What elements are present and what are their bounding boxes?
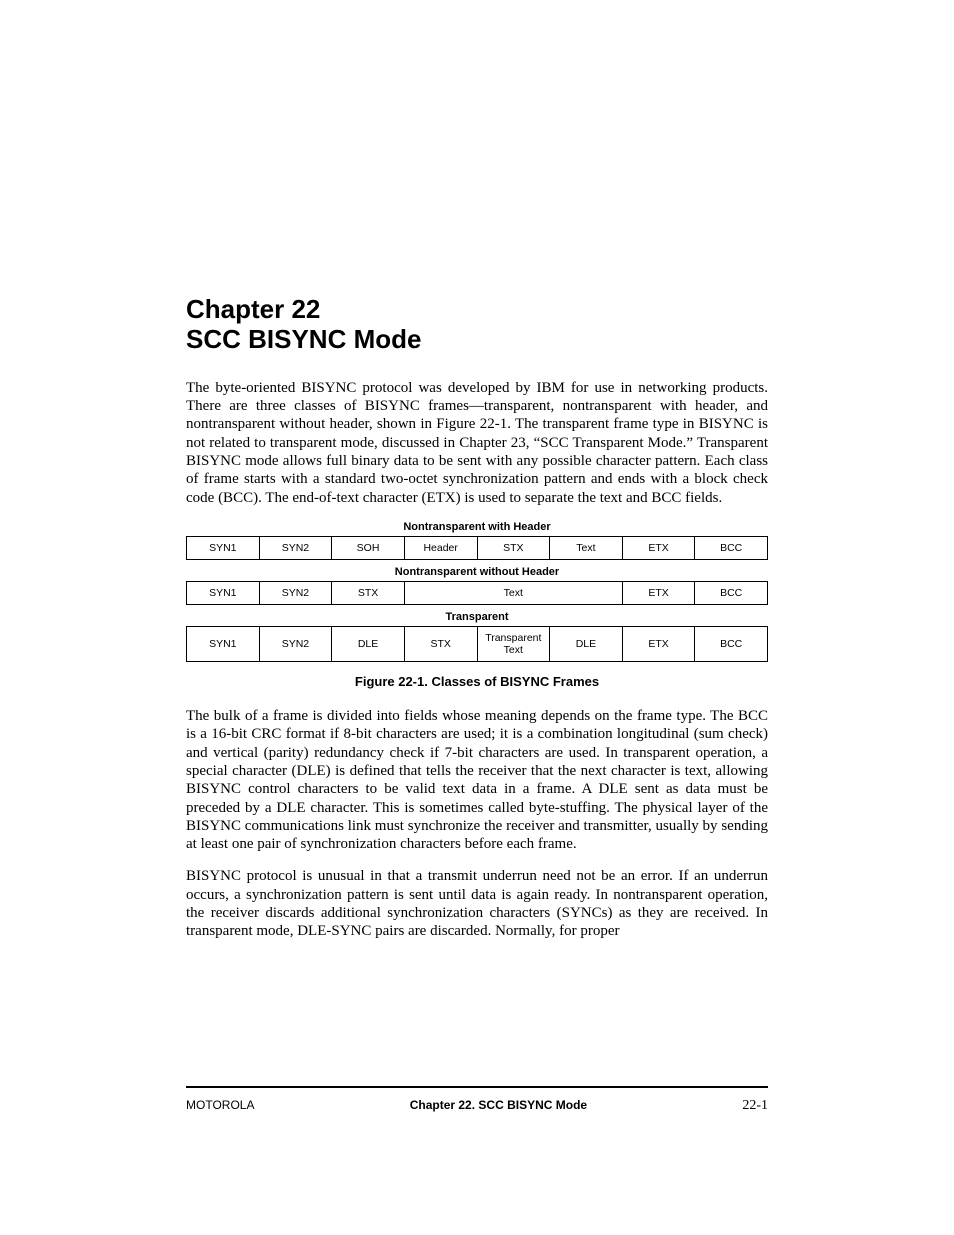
table-cell: Text [550, 536, 623, 559]
chapter-line-2: SCC BISYNC Mode [186, 324, 421, 354]
table-cell: SYN1 [187, 626, 260, 661]
figure-label-transparent: Transparent [186, 611, 768, 623]
frame-table-nontransparent-with-header: SYN1 SYN2 SOH Header STX Text ETX BCC [186, 536, 768, 560]
table-cell: Text [404, 581, 622, 604]
frame-table-transparent: SYN1 SYN2 DLE STX Transparent Text DLE E… [186, 626, 768, 662]
table-cell: SYN2 [259, 581, 332, 604]
figure-label-nontransparent-without-header: Nontransparent without Header [186, 566, 768, 578]
frame-table-nontransparent-without-header: SYN1 SYN2 STX Text ETX BCC [186, 581, 768, 605]
figure-caption: Figure 22-1. Classes of BISYNC Frames [186, 674, 768, 689]
table-cell: Transparent Text [477, 626, 550, 661]
chapter-line-1: Chapter 22 [186, 294, 320, 324]
table-cell: DLE [550, 626, 623, 661]
table-cell: ETX [622, 536, 695, 559]
table-cell: STX [332, 581, 405, 604]
footer-line: MOTOROLA Chapter 22. SCC BISYNC Mode 22-… [186, 1098, 768, 1114]
table-cell: SYN2 [259, 536, 332, 559]
table-cell: SYN1 [187, 581, 260, 604]
body-paragraph-3: BISYNC protocol is unusual in that a tra… [186, 867, 768, 940]
table-cell: STX [477, 536, 550, 559]
footer-center: Chapter 22. SCC BISYNC Mode [410, 1098, 587, 1112]
table-cell: STX [404, 626, 477, 661]
footer-left: MOTOROLA [186, 1098, 254, 1112]
table-cell: BCC [695, 581, 768, 604]
intro-paragraph: The byte-oriented BISYNC protocol was de… [186, 379, 768, 507]
table-cell: DLE [332, 626, 405, 661]
table-cell: SYN1 [187, 536, 260, 559]
figure-label-nontransparent-with-header: Nontransparent with Header [186, 521, 768, 533]
table-cell: SYN2 [259, 626, 332, 661]
body-paragraph-2: The bulk of a frame is divided into fiel… [186, 707, 768, 853]
table-cell: ETX [622, 626, 695, 661]
footer-rule [186, 1086, 768, 1088]
page-footer: MOTOROLA Chapter 22. SCC BISYNC Mode 22-… [186, 1086, 768, 1114]
footer-page-number: 22-1 [742, 1098, 768, 1114]
chapter-heading: Chapter 22 SCC BISYNC Mode [186, 295, 768, 355]
table-cell: Header [404, 536, 477, 559]
table-cell: SOH [332, 536, 405, 559]
table-cell: BCC [695, 536, 768, 559]
table-cell: BCC [695, 626, 768, 661]
table-cell: ETX [622, 581, 695, 604]
page: Chapter 22 SCC BISYNC Mode The byte-orie… [0, 0, 954, 1235]
figure-22-1: Nontransparent with Header SYN1 SYN2 SOH… [186, 521, 768, 689]
